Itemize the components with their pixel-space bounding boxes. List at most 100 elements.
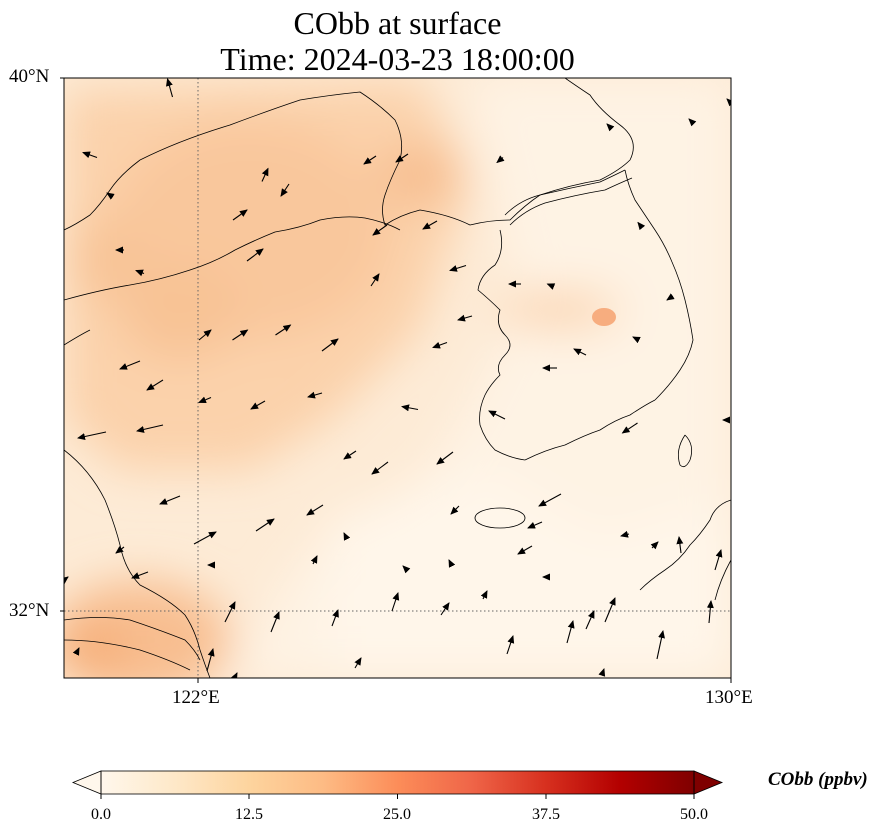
wind-arrow: [135, 269, 145, 277]
wind-arrow: [395, 153, 409, 163]
wind-arrow: [450, 505, 460, 515]
colorbar-tick-label: 37.5: [532, 806, 560, 823]
wind-arrow: [546, 283, 556, 290]
wind-arrow: [310, 555, 318, 565]
wind-arrow: [606, 123, 615, 132]
wind-arrow: [131, 571, 149, 579]
map-frame: [63, 77, 732, 679]
wind-arrow: [401, 404, 419, 412]
wind-arrow: [391, 592, 400, 612]
colorbar-tick-label: 0.0: [91, 806, 111, 823]
wind-arrow: [343, 450, 357, 460]
wind-arrow: [206, 648, 215, 672]
colorbar-extend-max: [693, 770, 724, 795]
wind-arrow: [448, 559, 456, 568]
wind-arrow: [77, 431, 107, 440]
wind-arrow: [115, 546, 125, 554]
wind-arrow: [224, 601, 236, 623]
wind-arrow: [506, 635, 515, 655]
wind-arrow: [119, 360, 141, 370]
wind-arrow: [321, 338, 339, 352]
lat-tick-40: 40°N: [9, 66, 50, 87]
wind-arrow: [82, 151, 98, 159]
wind-arrow: [726, 98, 731, 107]
gridlines: [64, 78, 731, 678]
lon-tick-122: 122°E: [172, 687, 220, 708]
wind-arrow: [354, 657, 362, 669]
wind-arrow: [193, 531, 217, 545]
wind-arrow: [370, 273, 380, 287]
wind-arrow: [72, 647, 80, 656]
wind-arrow: [573, 348, 587, 356]
wind-arrow: [585, 610, 595, 630]
plot-subtitle-time: Time: 2024-03-23 18:00:00: [220, 41, 575, 77]
wind-arrow: [307, 391, 323, 399]
wind-arrow: [232, 209, 248, 221]
wind-arrow: [632, 336, 641, 344]
wind-arrow: [650, 541, 659, 550]
wind-arrow: [566, 620, 575, 644]
wind-arrow: [666, 293, 675, 301]
plot-title: CObb at surface: [293, 5, 502, 41]
wind-arrow: [457, 314, 473, 322]
wind-arrow: [270, 611, 280, 633]
wind-arrow: [517, 545, 533, 555]
wind-arrow: [422, 220, 438, 230]
wind-arrow: [246, 248, 264, 262]
colorbar-extend-min: [71, 770, 102, 795]
colorbar-tick-label: 12.5: [235, 806, 263, 823]
lon-tick-130: 130°E: [705, 687, 753, 708]
wind-arrow: [496, 155, 505, 164]
wind-arrow: [136, 424, 164, 433]
wind-arrow: [198, 329, 212, 341]
colorbar-tick-label: 50.0: [680, 806, 708, 823]
wind-arrow: [604, 597, 616, 623]
wind-arrow: [688, 118, 697, 127]
wind-arrow: [64, 576, 69, 584]
wind-arrow: [250, 400, 266, 410]
wind-arrow: [402, 565, 411, 574]
wind-arrow: [676, 536, 684, 554]
hotspot-korea: [592, 308, 616, 326]
wind-arrow: [255, 518, 275, 532]
wind-arrow: [232, 329, 249, 341]
wind-arrow: [306, 504, 324, 516]
wind-arrow: [371, 461, 389, 475]
wind-arrow: [436, 451, 454, 465]
wind-arrow: [449, 264, 467, 272]
concentration-field: [64, 78, 731, 678]
wind-arrow: [198, 396, 212, 404]
wind-arrow: [620, 530, 630, 538]
wind-arrow: [372, 224, 388, 236]
lat-tick-32: 32°N: [9, 600, 50, 621]
colorbar-tick-label: 25.0: [383, 806, 411, 823]
wind-arrow: [363, 155, 377, 165]
wind-arrow: [527, 521, 543, 529]
colorbar-gradient: [101, 771, 694, 794]
wind-arrow: [538, 493, 562, 507]
wind-arrow: [440, 602, 450, 616]
wind-arrow: [275, 324, 292, 336]
wind-arrow: [621, 422, 638, 434]
wind-arrow: [637, 221, 646, 231]
wind-arrow: [280, 183, 290, 197]
wind-arrow: [706, 600, 714, 624]
colorbar-label: CObb (ppbv): [768, 769, 868, 790]
wind-arrow: [480, 590, 488, 600]
wind-arrow: [656, 630, 665, 660]
coastlines: [64, 78, 731, 678]
wind-arrow: [331, 609, 339, 627]
wind-arrow: [343, 532, 351, 541]
wind-arrow: [230, 672, 238, 678]
wind-arrow: [166, 78, 174, 98]
wind-arrow: [488, 410, 506, 420]
wind-arrow: [146, 379, 164, 391]
wind-arrow: [598, 668, 606, 677]
wind-arrow: [261, 167, 269, 182]
wind-arrow: [159, 495, 181, 505]
wind-arrow: [432, 341, 448, 349]
wind-arrow: [714, 549, 723, 571]
wind-arrow: [106, 192, 115, 200]
